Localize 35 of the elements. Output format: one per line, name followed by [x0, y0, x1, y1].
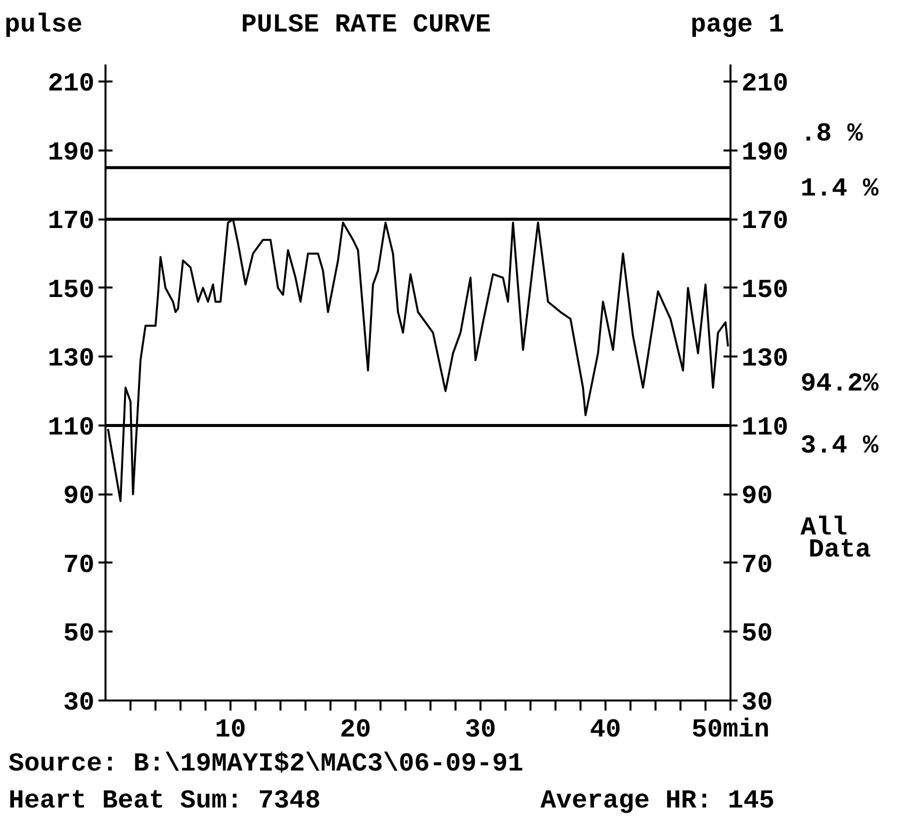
y-tick-label: 30: [63, 688, 95, 718]
x-tick-label: 30: [464, 714, 496, 744]
y2-tick-label: 90: [742, 481, 773, 512]
y-tick-label: 70: [63, 550, 95, 580]
y2-tick-label: 70: [742, 550, 773, 580]
y-tick-label: 130: [48, 344, 95, 374]
text: 1.4 %: [800, 174, 879, 204]
y2-tick-label: 170: [742, 206, 788, 236]
y-tick-label: 90: [63, 481, 95, 512]
text: Heart Beat Sum: 7348: [8, 786, 321, 816]
chart-title: PULSE RATE CURVE: [241, 10, 491, 40]
y2-tick-label: 190: [742, 137, 788, 168]
x-tick-label: 50min: [691, 714, 770, 744]
y-tick-label: 190: [48, 137, 95, 168]
y2-tick-label: 130: [742, 344, 788, 374]
y-tick-label: 50: [63, 618, 95, 649]
y2-tick-label: 110: [742, 412, 788, 442]
source-note: Source: B:\19MAYI$2\MAC3\06-09-91: [8, 748, 524, 778]
y2-tick-label: 150: [742, 274, 788, 305]
y2-tick-label: 210: [742, 68, 788, 99]
text: 3.4 %: [800, 430, 879, 460]
y-tick-label: 170: [48, 206, 95, 236]
text: Average HR: 145: [540, 786, 775, 816]
y-tick-label: 210: [48, 68, 95, 99]
text: page 1: [690, 10, 784, 40]
y-tick-label: 110: [48, 412, 95, 442]
x-tick-label: 20: [340, 714, 372, 744]
x-tick-label: 40: [590, 714, 622, 744]
x-tick-label: 10: [214, 714, 246, 744]
y2-tick-label: 30: [742, 688, 773, 718]
text: 94.2%: [800, 368, 879, 398]
text: .8 %: [800, 118, 864, 148]
y-tick-label: 150: [48, 274, 95, 305]
y2-tick-label: 50: [742, 618, 773, 649]
y-axis-title: pulse: [4, 10, 83, 40]
